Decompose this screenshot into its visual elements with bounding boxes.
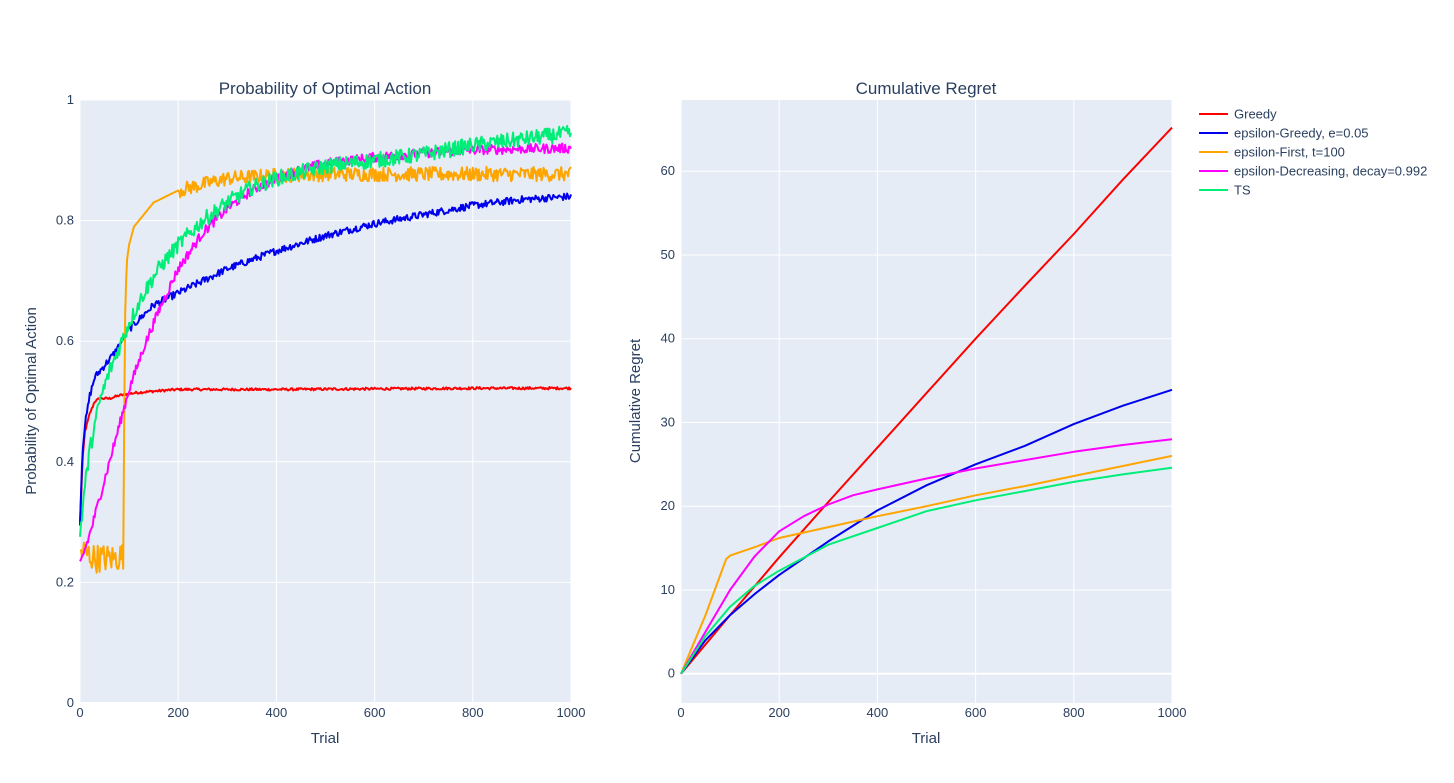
series-line <box>79 192 572 526</box>
y-tick-label: 40 <box>661 331 675 346</box>
legend-item[interactable]: epsilon-First, t=100 <box>1199 145 1345 160</box>
y-tick-label: 30 <box>661 414 675 429</box>
tick-labels-right: 0 200 400 600 800 1000 0 10 20 30 40 50 60 <box>661 163 1187 720</box>
x-tick-label: 800 <box>1063 705 1085 720</box>
panel-regret: 0 200 400 600 800 1000 0 10 20 30 40 50 60 Cumulativ… <box>627 79 1186 747</box>
chart-title-right: Cumulative Regret <box>856 79 997 98</box>
y-tick-label: 0.4 <box>56 454 74 469</box>
series-lines-right <box>680 126 1173 675</box>
legend: Greedy epsilon-Greedy, e=0.05 epsilon-Firs… <box>1199 107 1427 198</box>
x-axis-label-left: Trial <box>311 730 340 747</box>
y-tick-label: 20 <box>661 498 675 513</box>
x-tick-label: 600 <box>965 705 987 720</box>
x-tick-label: 600 <box>364 705 386 720</box>
series-line <box>680 438 1173 675</box>
x-tick-label: 400 <box>867 705 889 720</box>
y-tick-label: 0.8 <box>56 213 74 228</box>
legend-label: epsilon-Greedy, e=0.05 <box>1234 126 1369 141</box>
series-line <box>680 466 1173 675</box>
series-line <box>79 125 572 537</box>
y-tick-label: 50 <box>661 247 675 262</box>
x-tick-label: 0 <box>677 705 684 720</box>
chart-title-left: Probability of Optimal Action <box>219 79 432 98</box>
legend-item[interactable]: TS <box>1199 183 1251 198</box>
y-tick-label: 0 <box>67 695 74 710</box>
legend-label: Greedy <box>1234 107 1277 122</box>
grid-left <box>79 99 572 704</box>
legend-item[interactable]: Greedy <box>1199 107 1277 122</box>
legend-item[interactable]: epsilon-Decreasing, decay=0.992 <box>1199 164 1427 179</box>
y-tick-label: 10 <box>661 582 675 597</box>
legend-label: TS <box>1234 183 1251 198</box>
y-axis-label-right: Cumulative Regret <box>627 338 644 463</box>
series-line <box>79 386 572 522</box>
y-tick-label: 0 <box>668 666 675 681</box>
x-axis-label-right: Trial <box>912 730 941 747</box>
series-line <box>680 126 1173 675</box>
plot-area-right <box>681 100 1172 703</box>
series-line <box>680 388 1173 675</box>
y-axis-label-left: Probability of Optimal Action <box>23 307 40 495</box>
legend-label: epsilon-First, t=100 <box>1234 145 1345 160</box>
legend-label: epsilon-Decreasing, decay=0.992 <box>1234 164 1427 179</box>
tick-labels-left: 0 200 400 600 800 1000 0 0.2 0.4 0.6 0.8 1 <box>56 92 586 720</box>
panel-probability: 0 200 400 600 800 1000 0 0.2 0.4 0.6 0.8 1 Probabil… <box>23 79 585 747</box>
series-line <box>79 165 572 574</box>
grid-right <box>680 100 1173 703</box>
y-tick-label: 60 <box>661 163 675 178</box>
x-tick-label: 1000 <box>557 705 586 720</box>
x-tick-label: 400 <box>266 705 288 720</box>
x-tick-label: 200 <box>768 705 790 720</box>
plot-area-left <box>80 100 571 703</box>
legend-item[interactable]: epsilon-Greedy, e=0.05 <box>1199 126 1369 141</box>
y-tick-label: 0.2 <box>56 574 74 589</box>
x-tick-label: 800 <box>462 705 484 720</box>
x-tick-label: 200 <box>167 705 189 720</box>
series-lines-left <box>79 125 572 574</box>
series-line <box>680 454 1173 675</box>
x-tick-label: 1000 <box>1158 705 1187 720</box>
x-tick-label: 0 <box>76 705 83 720</box>
y-tick-label: 1 <box>67 92 74 107</box>
y-tick-label: 0.6 <box>56 333 74 348</box>
